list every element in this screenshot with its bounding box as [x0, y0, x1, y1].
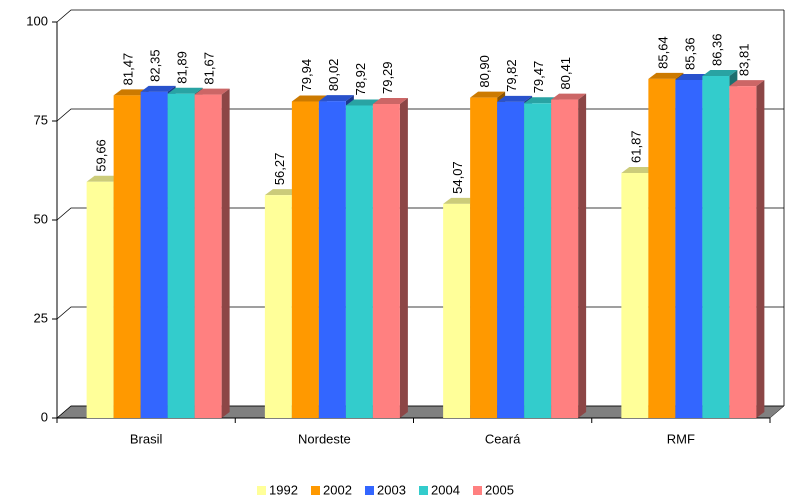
bar: [675, 79, 703, 419]
bar-top: [470, 91, 506, 98]
bar-top: [372, 98, 408, 105]
bar: [524, 103, 552, 418]
bar: [113, 95, 141, 419]
y-tick-label: 100: [26, 13, 48, 28]
value-label: 86,36: [709, 33, 724, 66]
value-label: 81,47: [121, 53, 136, 86]
bar-side: [578, 93, 587, 418]
y-tick-label: 0: [41, 409, 48, 424]
bar: [621, 172, 649, 418]
bar: [140, 91, 168, 419]
legend-label: 2005: [485, 482, 514, 497]
bar: [551, 99, 579, 418]
bar-side: [756, 80, 765, 418]
bar-top: [318, 95, 354, 102]
bar: [729, 86, 757, 418]
value-label: 85,36: [682, 37, 697, 70]
bar: [470, 97, 498, 419]
legend-swatch: [311, 486, 320, 495]
bar: [702, 76, 730, 418]
value-label: 78,92: [353, 63, 368, 96]
bar: [497, 101, 525, 418]
bar: [318, 101, 346, 419]
x-tick-label: Brasil: [130, 431, 163, 446]
legend-swatch: [257, 486, 266, 495]
legend-swatch: [365, 486, 374, 495]
bar-top: [443, 197, 479, 204]
bar: [443, 203, 471, 418]
y-tick-label: 25: [34, 310, 48, 325]
bar-top: [497, 95, 533, 102]
grid-line: [56, 9, 784, 23]
value-label: 81,89: [175, 51, 190, 84]
value-label: 59,66: [94, 139, 109, 172]
legend-swatch: [419, 486, 428, 495]
bar-top: [345, 99, 381, 106]
bar: [264, 195, 292, 418]
bar: [372, 104, 400, 418]
value-label: 79,29: [380, 61, 395, 94]
bar: [194, 94, 222, 419]
bar: [86, 181, 114, 418]
value-label: 79,47: [531, 61, 546, 94]
bar-group: [372, 98, 408, 418]
bar-top: [86, 175, 122, 182]
legend-label: 2002: [323, 482, 352, 497]
legend-label: 1992: [269, 482, 298, 497]
bar: [167, 93, 195, 418]
value-label: 80,02: [326, 59, 341, 92]
bar: [291, 101, 319, 419]
bar-top: [702, 70, 738, 77]
y-tick-label: 50: [34, 211, 48, 226]
legend-label: 2004: [431, 482, 460, 497]
x-tick-label: Ceará: [485, 431, 521, 446]
value-label: 83,81: [736, 44, 751, 77]
bar-top: [167, 87, 203, 94]
bar-group: [729, 80, 765, 418]
bar-top: [551, 93, 587, 100]
value-label: 82,35: [148, 49, 163, 82]
bar: [345, 105, 373, 418]
value-label: 61,87: [628, 130, 643, 163]
bar: [648, 78, 676, 418]
bar-top: [194, 88, 230, 95]
bar-side: [221, 88, 230, 419]
value-label: 80,90: [477, 55, 492, 88]
bar-top: [291, 95, 327, 102]
bar-top: [140, 85, 176, 92]
bar-top: [264, 189, 300, 196]
value-label: 56,27: [272, 153, 287, 186]
value-label: 85,64: [655, 36, 670, 69]
y-tick-label: 75: [34, 112, 48, 127]
bar-top: [524, 97, 560, 104]
bar-top: [675, 73, 711, 80]
x-tick-label: Nordeste: [298, 431, 351, 446]
bar-side: [399, 98, 408, 418]
bar-top: [648, 72, 684, 79]
bar-top: [621, 166, 657, 173]
bar-top: [729, 80, 765, 87]
value-label: 81,67: [202, 52, 217, 85]
value-label: 79,82: [504, 59, 519, 92]
legend-label: 2003: [377, 482, 406, 497]
value-label: 80,41: [558, 57, 573, 90]
value-label: 54,07: [450, 161, 465, 194]
bar-group: [551, 93, 587, 418]
bar-top: [113, 89, 149, 96]
bar-group: [194, 88, 230, 419]
value-label: 79,94: [299, 59, 314, 92]
x-tick-label: RMF: [667, 431, 695, 446]
legend-swatch: [473, 486, 482, 495]
